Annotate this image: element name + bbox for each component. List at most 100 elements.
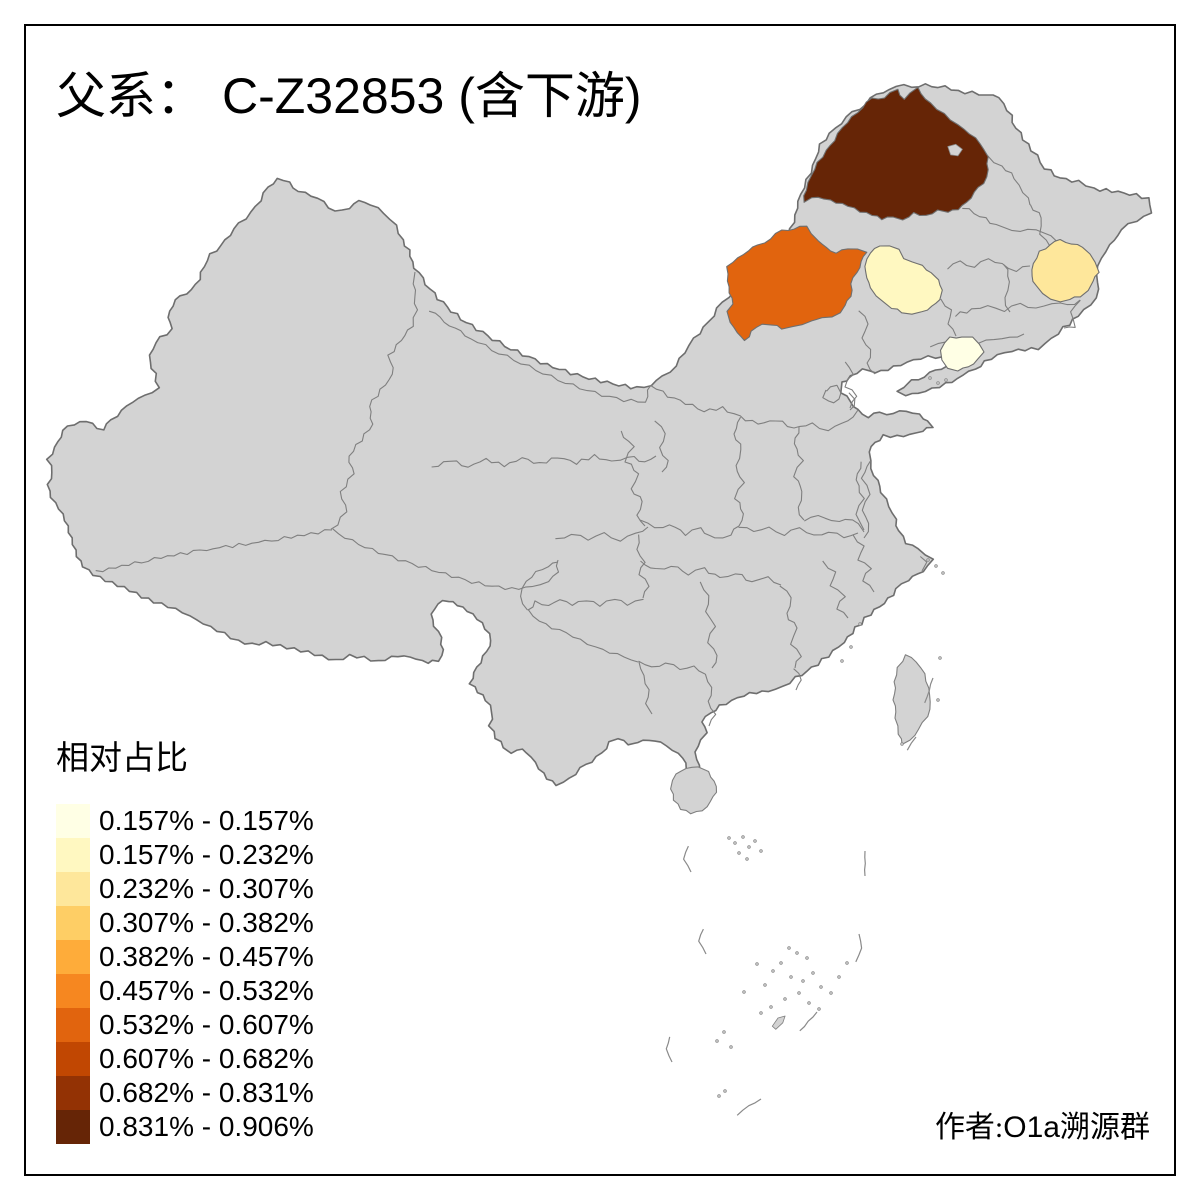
small-island-dot bbox=[745, 857, 749, 861]
small-island-dot bbox=[755, 962, 759, 966]
attribution-prefix: 作者: bbox=[934, 1111, 1004, 1144]
province-boundary-43 bbox=[638, 661, 653, 715]
small-island-dot bbox=[944, 378, 948, 382]
plot-title: 父系： C-Z32853 (含下游) bbox=[56, 56, 642, 128]
map-region-ne-central bbox=[864, 245, 943, 315]
small-island-dot bbox=[747, 845, 751, 849]
province-boundary-16 bbox=[804, 514, 865, 533]
legend-class-label: 0.232% - 0.307% bbox=[99, 873, 314, 904]
small-island-dot bbox=[795, 951, 799, 955]
province-boundary-1 bbox=[987, 155, 1031, 206]
small-island-dot bbox=[737, 851, 741, 855]
sea-dash-line-9 bbox=[906, 736, 917, 751]
map-region-ne-west bbox=[726, 225, 868, 342]
province-boundary-18 bbox=[738, 526, 859, 539]
small-island-dot bbox=[900, 742, 904, 746]
map-region-ne-coastal bbox=[939, 336, 985, 372]
small-island-dot bbox=[858, 622, 862, 626]
province-boundary-42 bbox=[848, 392, 856, 411]
province-boundary-6 bbox=[940, 298, 957, 337]
small-island-dot bbox=[797, 991, 801, 995]
province-boundary-31 bbox=[527, 609, 639, 663]
small-island-dot bbox=[733, 841, 737, 845]
province-boundary-28 bbox=[640, 560, 782, 586]
small-island-dot bbox=[936, 381, 940, 385]
legend-swatch bbox=[56, 872, 90, 906]
legend-row: 0.232% - 0.307% bbox=[56, 872, 314, 906]
attribution: 作者:O1a溯源群 bbox=[935, 1102, 1150, 1146]
legend-class-label: 0.831% - 0.906% bbox=[99, 1111, 314, 1142]
small-island-dot bbox=[787, 946, 791, 950]
small-island-dot bbox=[741, 835, 745, 839]
legend-class-label: 0.607% - 0.682% bbox=[99, 1043, 314, 1074]
province-boundary-19 bbox=[620, 430, 646, 527]
title-prefix: 父系： bbox=[56, 68, 206, 124]
legend-swatch bbox=[56, 1076, 90, 1110]
province-boundary-27 bbox=[639, 519, 740, 539]
small-island-dot bbox=[722, 1030, 726, 1034]
legend-row: 0.307% - 0.382% bbox=[56, 906, 314, 940]
province-boundary-12 bbox=[822, 384, 842, 404]
legend-row: 0.682% - 0.831% bbox=[56, 1076, 314, 1110]
attribution-latin: O1a bbox=[1003, 1111, 1060, 1144]
province-boundary-30 bbox=[527, 598, 644, 611]
province-boundary-2 bbox=[962, 207, 1063, 253]
province-boundary-38 bbox=[860, 460, 871, 539]
small-island-dot bbox=[759, 849, 763, 853]
province-boundary-29 bbox=[636, 534, 650, 599]
small-island-dot bbox=[759, 1011, 763, 1015]
legend-swatch bbox=[56, 1042, 90, 1076]
sea-dash-line-5 bbox=[799, 1011, 818, 1032]
legend-class-label: 0.457% - 0.532% bbox=[99, 975, 314, 1006]
legend-swatch bbox=[56, 906, 90, 940]
small-island-dot bbox=[941, 571, 945, 575]
province-boundary-25 bbox=[330, 271, 419, 530]
map-region-ne-east bbox=[1031, 238, 1100, 303]
province-boundary-4 bbox=[947, 258, 1031, 273]
legend-title: 相对占比 bbox=[56, 741, 188, 777]
small-island-dot bbox=[763, 983, 767, 987]
small-island-dot bbox=[938, 656, 942, 660]
legend-swatch bbox=[56, 974, 90, 1008]
province-boundary-8 bbox=[955, 299, 1081, 317]
south-sea-islet bbox=[771, 1015, 786, 1030]
map-legend: 相对占比 0.157% - 0.157% 0.157% - 0.232% 0.232… bbox=[56, 740, 314, 1144]
legend-row: 0.157% - 0.232% bbox=[56, 838, 314, 872]
province-boundary-7 bbox=[858, 310, 876, 375]
legend-row: 0.532% - 0.607% bbox=[56, 1008, 314, 1042]
legend-class-label: 0.307% - 0.382% bbox=[99, 907, 314, 938]
mainland-china-outline bbox=[45, 83, 1153, 787]
legend-swatch bbox=[56, 1110, 90, 1144]
small-island-dot bbox=[840, 659, 844, 663]
small-island-dot bbox=[811, 971, 815, 975]
small-island-dot bbox=[727, 836, 731, 840]
legend-swatch bbox=[56, 1008, 90, 1042]
legend-swatch bbox=[56, 940, 90, 974]
legend-row: 0.457% - 0.532% bbox=[56, 974, 314, 1008]
legend-class-label: 0.157% - 0.232% bbox=[99, 839, 314, 870]
province-boundary-32 bbox=[520, 561, 559, 611]
province-boundary-37 bbox=[852, 534, 875, 593]
province-boundary-14 bbox=[733, 416, 745, 527]
province-boundary-10 bbox=[1063, 299, 1081, 329]
sea-dash-line-3 bbox=[665, 1036, 673, 1063]
small-island-dot bbox=[717, 1094, 721, 1098]
small-island-dot bbox=[819, 985, 823, 989]
province-boundary-39 bbox=[704, 673, 717, 727]
province-boundary-33 bbox=[638, 660, 706, 675]
small-island-dot bbox=[723, 1089, 727, 1093]
sea-dash-line-2 bbox=[698, 928, 707, 955]
small-island-dot bbox=[729, 1045, 733, 1049]
province-boundary-36 bbox=[822, 560, 849, 619]
province-boundary-41 bbox=[919, 556, 928, 572]
small-island-dot bbox=[807, 1001, 811, 1005]
enclave-city bbox=[947, 143, 963, 157]
legend-row: 0.607% - 0.682% bbox=[56, 1042, 314, 1076]
small-island-dot bbox=[845, 961, 849, 965]
small-island-dot bbox=[779, 961, 783, 965]
province-boundary-35 bbox=[779, 585, 802, 669]
small-island-dot bbox=[928, 376, 932, 380]
small-island-dot bbox=[829, 991, 833, 995]
